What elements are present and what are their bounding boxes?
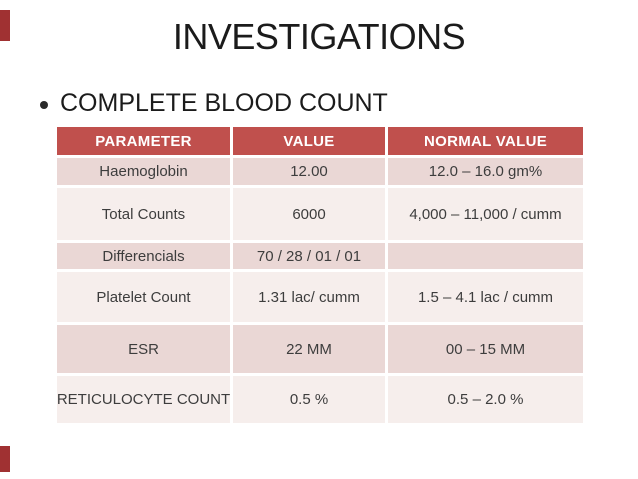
table-cell-value: 12.00 (233, 158, 385, 185)
bullet-icon (40, 101, 48, 109)
table-cell-normal: 1.5 – 4.1 lac / cumm (388, 272, 583, 322)
table-cell-value: 6000 (233, 188, 385, 240)
cbc-table: PARAMETER VALUE NORMAL VALUE Haemoglobin… (57, 127, 583, 423)
table-cell-value: 22 MM (233, 325, 385, 373)
bullet-text: COMPLETE BLOOD COUNT (60, 88, 388, 117)
bullet-item: COMPLETE BLOOD COUNT (40, 88, 388, 118)
table-cell-parameter: Haemoglobin (57, 158, 230, 185)
table-cell-normal: 12.0 – 16.0 gm% (388, 158, 583, 185)
table-cell-normal: 0.5 – 2.0 % (388, 376, 583, 423)
table-cell-value: 0.5 % (233, 376, 385, 423)
table-cell-normal: 00 – 15 MM (388, 325, 583, 373)
table-cell-parameter: RETICULOCYTE COUNT (57, 376, 230, 423)
column-header-parameter: PARAMETER (57, 127, 230, 155)
table-cell-parameter: Differencials (57, 243, 230, 269)
slide-edge-mark-bottom (0, 446, 10, 472)
column-header-value: VALUE (233, 127, 385, 155)
column-header-normal-value: NORMAL VALUE (388, 127, 583, 155)
table-cell-parameter: ESR (57, 325, 230, 373)
table-cell-value: 70 / 28 / 01 / 01 (233, 243, 385, 269)
table-cell-normal: 4,000 – 11,000 / cumm (388, 188, 583, 240)
slide-edge-mark-top (0, 10, 10, 41)
table-cell-parameter: Platelet Count (57, 272, 230, 322)
table-cell-parameter: Total Counts (57, 188, 230, 240)
slide-title: INVESTIGATIONS (172, 16, 466, 57)
table-cell-normal (388, 243, 583, 269)
table-cell-value: 1.31 lac/ cumm (233, 272, 385, 322)
